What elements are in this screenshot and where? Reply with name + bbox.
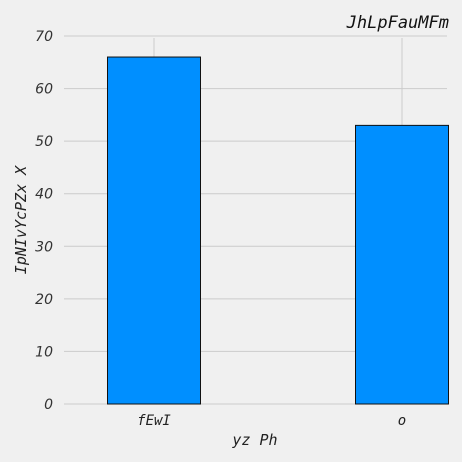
bar-1	[355, 124, 449, 405]
chart-title: JhLpFauMFm	[346, 13, 449, 33]
x-tick-label-0: fEwI	[137, 413, 171, 429]
y-tick-label-3: 30	[35, 239, 53, 255]
tick-layer: 0 10 20 30 40 50 60 70 fEwI o	[35, 29, 406, 429]
bar-layer	[107, 56, 449, 405]
y-tick-label-7: 70	[35, 29, 53, 45]
y-tick-label-0: 0	[44, 397, 53, 413]
x-tick-label-1: o	[398, 413, 406, 429]
bar-0	[107, 56, 201, 405]
y-tick-label-2: 20	[35, 292, 53, 308]
x-axis-label: yz Ph	[231, 431, 277, 449]
y-tick-label-4: 40	[35, 187, 53, 203]
y-tick-label-1: 10	[35, 344, 53, 360]
y-tick-label-6: 60	[35, 82, 53, 98]
y-axis-label: IpNIvYcPZx X	[12, 165, 30, 274]
y-tick-label-5: 50	[35, 134, 53, 150]
